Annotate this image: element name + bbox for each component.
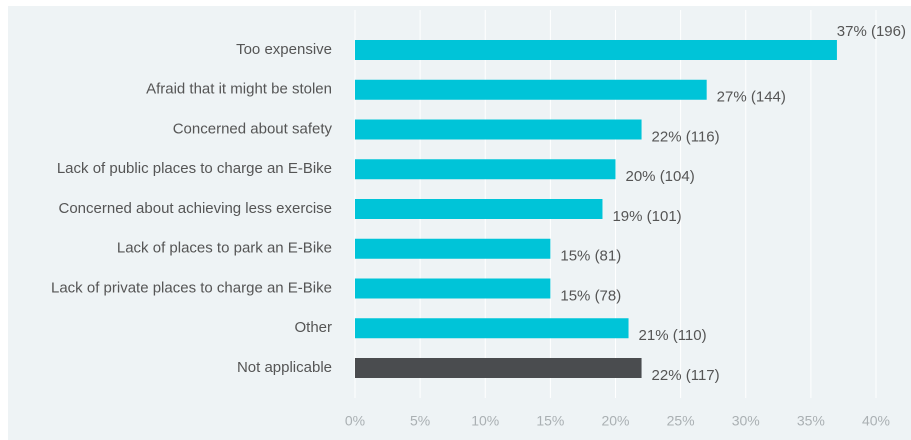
value-label: 15% (81) — [560, 248, 621, 265]
x-tick-label: 25% — [667, 413, 695, 429]
value-label: 19% (101) — [612, 208, 681, 225]
y-tick-label: Other — [294, 319, 332, 336]
x-tick-label: 5% — [410, 413, 430, 429]
bar — [355, 318, 629, 339]
value-label: 20% (104) — [626, 168, 695, 185]
bar — [355, 238, 551, 259]
x-tick-label: 35% — [797, 413, 825, 429]
value-label: 22% (117) — [652, 367, 720, 384]
value-label: 21% (110) — [639, 327, 707, 344]
value-label: 37% (196) — [837, 23, 906, 40]
y-tick-label: Afraid that it might be stolen — [146, 81, 332, 98]
x-tick-label: 40% — [862, 413, 890, 429]
bar — [355, 358, 642, 378]
x-tick-label: 20% — [601, 413, 629, 429]
value-label: 15% (78) — [560, 287, 621, 304]
y-tick-label: Concerned about safety — [173, 120, 333, 137]
value-label: 27% (144) — [717, 89, 786, 106]
x-tick-label: 0% — [345, 413, 365, 429]
x-tick-label: 15% — [536, 413, 564, 429]
bar — [355, 278, 551, 299]
bar — [355, 159, 616, 180]
y-tick-label: Lack of places to park an E-Bike — [117, 240, 332, 257]
y-tick-label: Lack of private places to charge an E-Bi… — [51, 279, 332, 296]
x-tick-label: 30% — [732, 413, 760, 429]
bar — [355, 119, 642, 140]
y-tick-label: Concerned about achieving less exercise — [59, 200, 333, 217]
value-label: 22% (116) — [652, 128, 720, 145]
y-tick-label: Not applicable — [237, 359, 332, 376]
bar — [355, 40, 837, 60]
y-tick-label: Too expensive — [236, 41, 332, 58]
bar — [355, 199, 603, 219]
y-tick-label: Lack of public places to charge an E-Bik… — [57, 160, 332, 177]
bar — [355, 79, 707, 100]
x-tick-label: 10% — [471, 413, 499, 429]
